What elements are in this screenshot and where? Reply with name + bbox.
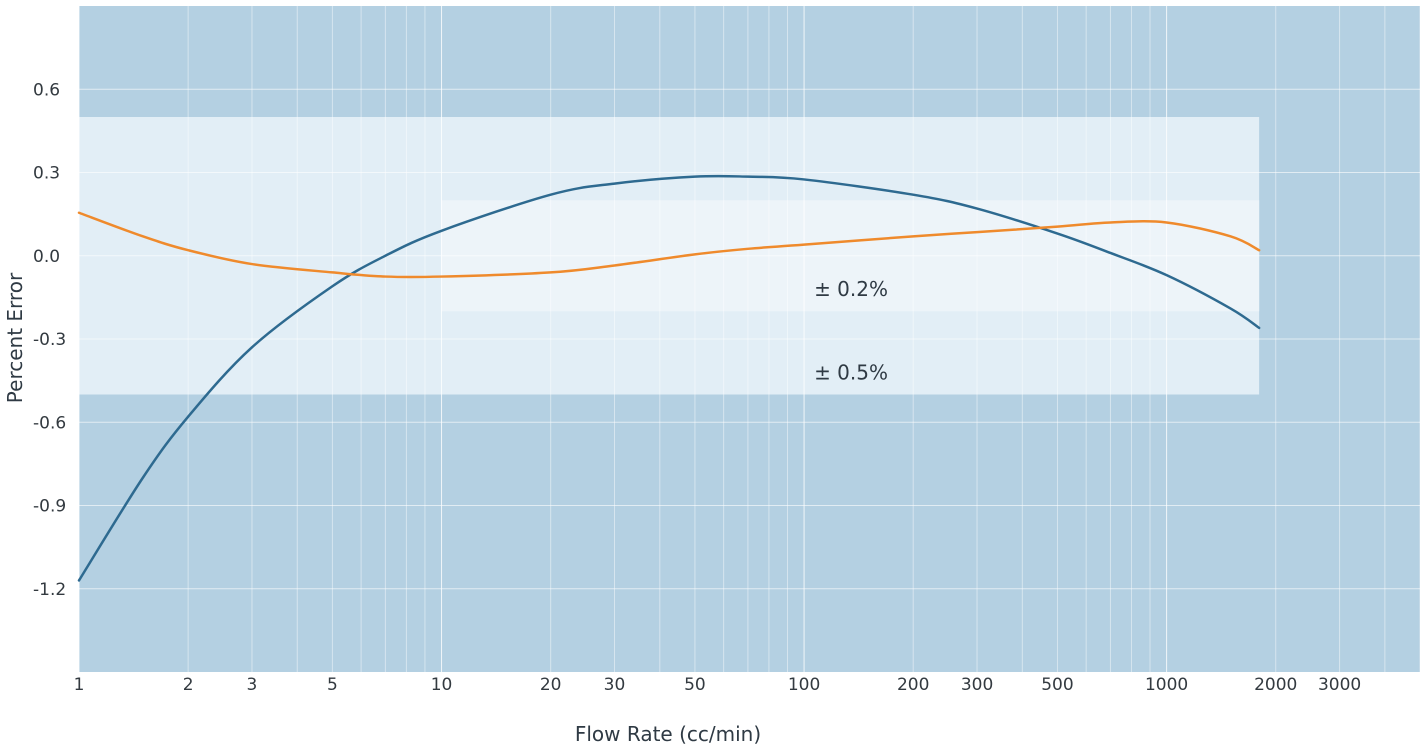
band-label-1: ± 0.2%: [814, 277, 888, 301]
x-tick-label: 200: [897, 675, 929, 695]
y-axis-ticks: 0.6 0.3 0.0 -0.3 -0.6 -0.9 -1.2: [33, 80, 66, 600]
y-tick-label: 0.3: [33, 164, 60, 184]
y-tick-label: -0.9: [33, 497, 66, 517]
y-tick-label: -0.6: [33, 413, 66, 433]
y-tick-label: -1.2: [33, 580, 66, 600]
x-tick-label: 30: [604, 675, 626, 695]
y-tick-label: 0.6: [33, 80, 60, 100]
y-tick-label: 0.0: [33, 247, 60, 267]
x-tick-label: 3: [247, 675, 258, 695]
x-tick-label: 20: [540, 675, 562, 695]
y-axis-title: Percent Error: [3, 272, 27, 403]
grid: [78, 6, 1421, 672]
y-tick-label: -0.3: [33, 330, 66, 350]
x-axis-title: Flow Rate (cc/min): [575, 722, 761, 746]
x-tick-label: 500: [1041, 675, 1073, 695]
series-line-0: [77, 174, 1261, 582]
x-tick-label: 5: [327, 675, 338, 695]
x-tick-label: 300: [961, 675, 993, 695]
x-tick-label: 10: [431, 675, 453, 695]
band-labels: ± 0.5% ± 0.2%: [814, 277, 888, 384]
x-tick-label: 1000: [1145, 675, 1188, 695]
series-line-1: [77, 211, 1261, 279]
x-tick-label: 100: [788, 675, 820, 695]
x-tick-label: 2000: [1254, 675, 1297, 695]
x-axis-ticks: 1 2 3 5 10 20 30 50 100 200 300 500 1000 2000 3000: [74, 675, 1362, 695]
x-tick-label: 1: [74, 675, 85, 695]
x-tick-label: 50: [684, 675, 706, 695]
x-tick-label: 3000: [1318, 675, 1361, 695]
band-label-0: ± 0.5%: [814, 360, 888, 384]
data-series: [77, 174, 1261, 582]
x-tick-label: 2: [183, 675, 194, 695]
